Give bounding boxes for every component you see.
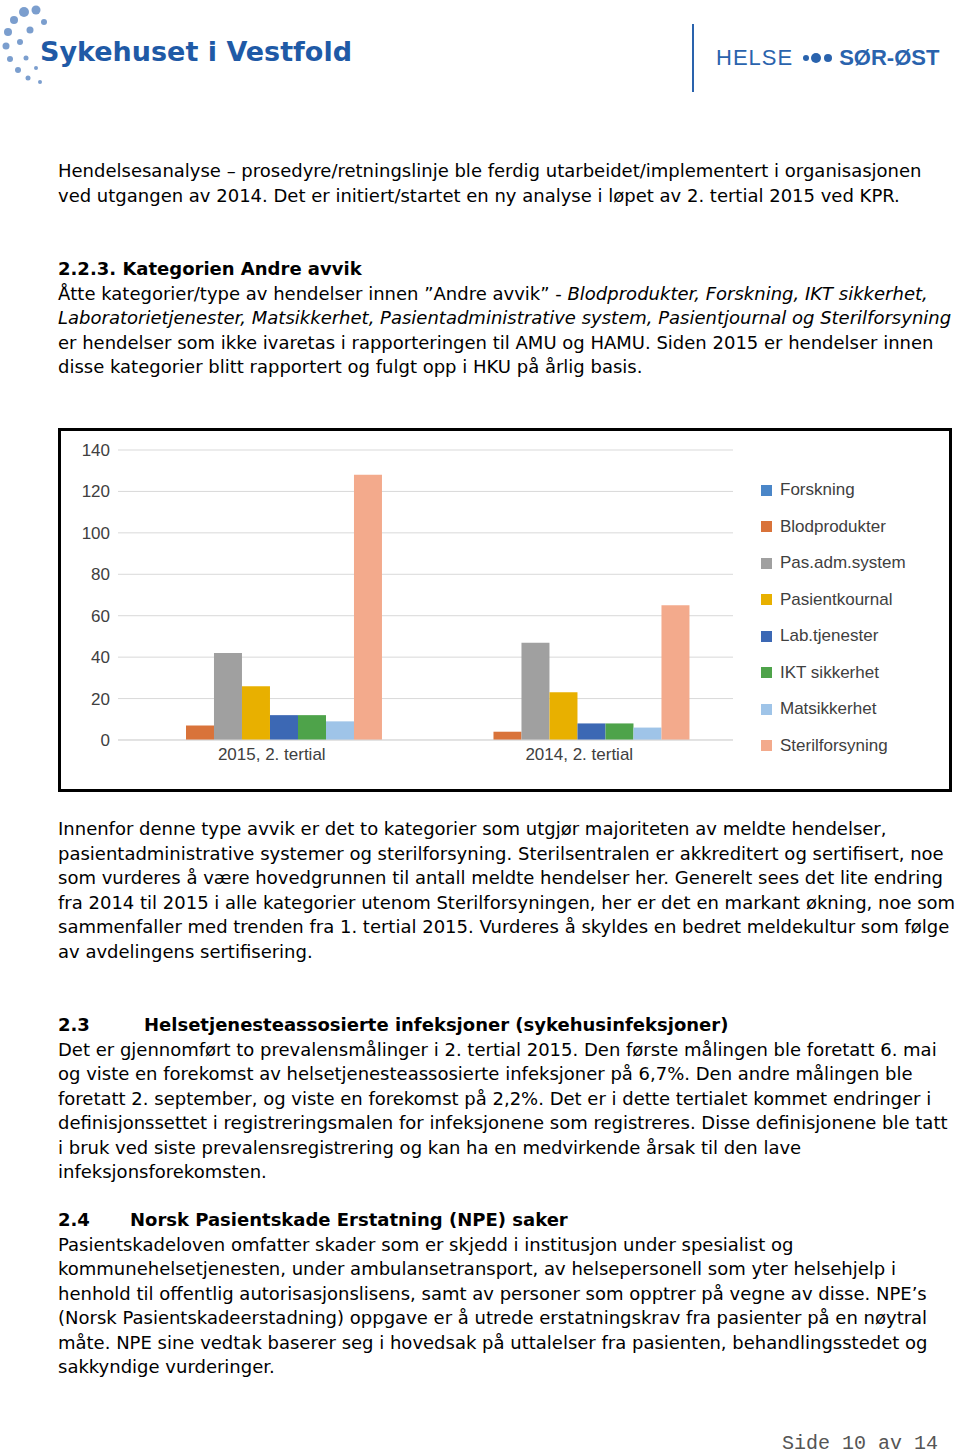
svg-text:100: 100 bbox=[82, 524, 110, 543]
html-text:Det er gjennomført to prevalen: Det er gjennomført to prevalensmålinger … bbox=[58, 1038, 948, 1182]
html-text:Pasientkournal: Pasientkournal bbox=[780, 589, 893, 609]
svg-text:0: 0 bbox=[101, 731, 110, 750]
svg-text:2014, 2. tertial: 2014, 2. tertial bbox=[525, 745, 633, 764]
html-text:Innenfor denne type avvik er d: Innenfor denne type avvik er det to kate… bbox=[58, 818, 956, 962]
html-text:HELSE: HELSE bbox=[716, 45, 794, 70]
html-text:Lab.tjenester: Lab.tjenester bbox=[780, 626, 879, 646]
html-text:Norsk Pasientskade Erstatning: Norsk Pasientskade Erstatning (NPE) sake… bbox=[130, 1209, 568, 1230]
html-text:Helsetjenesteassosierte infeks: Helsetjenesteassosierte infeksjoner (syk… bbox=[144, 1014, 729, 1035]
html-text:Sykehuset i Vestfold: Sykehuset i Vestfold bbox=[40, 36, 352, 67]
svg-text:20: 20 bbox=[91, 690, 110, 709]
svg-text:140: 140 bbox=[82, 441, 110, 460]
html-text:2.2.3. Kategorien Andre avvik: 2.2.3. Kategorien Andre avvik bbox=[58, 258, 362, 279]
html-text:Hendelsesanalyse – prosedyre/r: Hendelsesanalyse – prosedyre/retningslin… bbox=[58, 160, 922, 206]
svg-text:120: 120 bbox=[82, 482, 110, 501]
html-text:Åtte kategorier/type av hendel: Åtte kategorier/type av hendelser innen … bbox=[58, 282, 952, 328]
svg-text:80: 80 bbox=[91, 565, 110, 584]
html-text:Matsikkerhet: Matsikkerhet bbox=[780, 699, 877, 719]
svg-text:40: 40 bbox=[91, 648, 110, 667]
html-text:IKT sikkerhet: IKT sikkerhet bbox=[780, 662, 879, 682]
html-text:2.3: 2.3 bbox=[58, 1014, 90, 1035]
html-text:Pasientskadeloven omfatter ska: Pasientskadeloven omfatter skader som er… bbox=[58, 1233, 928, 1377]
svg-text:60: 60 bbox=[91, 607, 110, 626]
html-text:Pas.adm.system: Pas.adm.system bbox=[780, 553, 906, 573]
html-text:Blodprodukter: Blodprodukter bbox=[780, 516, 886, 536]
html-text:Sterilforsyning: Sterilforsyning bbox=[780, 735, 888, 755]
svg-text:2015, 2. tertial: 2015, 2. tertial bbox=[218, 745, 326, 764]
html-text:Forskning: Forskning bbox=[780, 480, 855, 500]
html-text:2.4: 2.4 bbox=[58, 1209, 90, 1230]
html-text:er hendelser som ikke ivaretas: er hendelser som ikke ivaretas i rapport… bbox=[58, 331, 934, 377]
html-text:SØR-ØST: SØR-ØST bbox=[839, 45, 940, 70]
html-text:Side 10 av 14: Side 10 av 14 bbox=[782, 1432, 938, 1455]
